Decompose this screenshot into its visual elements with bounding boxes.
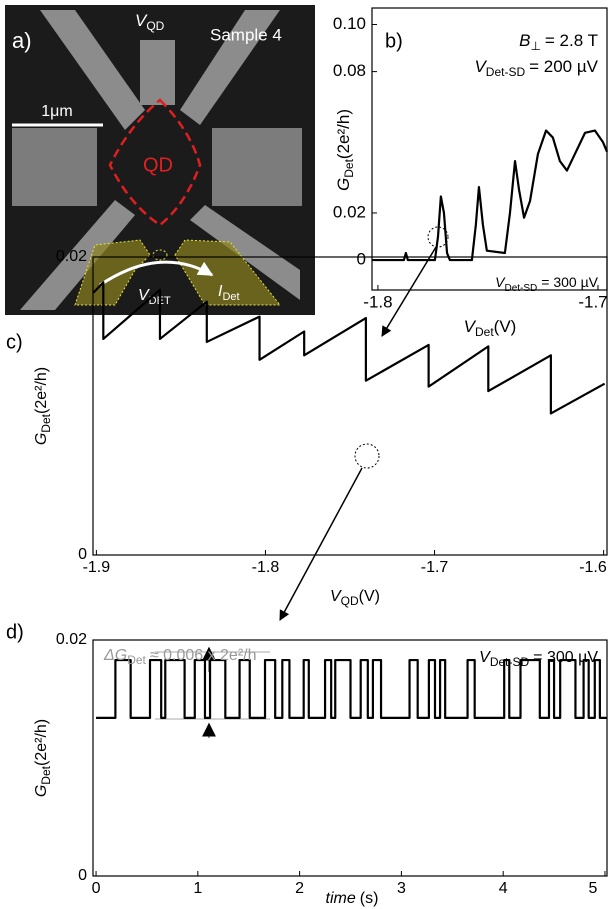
x-tick-label: -1.8: [252, 559, 280, 576]
x-tick-label: -1.7: [578, 292, 607, 311]
y-tick-label: 0: [78, 867, 87, 884]
subscript: Det: [222, 291, 239, 303]
subscript: Det: [39, 765, 53, 784]
data-line: [92, 281, 606, 415]
symbol: G: [334, 178, 353, 191]
gate: [180, 10, 280, 125]
symbol: B: [519, 31, 530, 50]
zoom-circle: [354, 443, 380, 469]
label: VDet(V): [464, 317, 517, 339]
label: GDet(2e²/h): [334, 109, 356, 191]
unit: (2e²/h): [334, 109, 353, 159]
symbol: V: [479, 649, 491, 666]
gate: [212, 128, 302, 206]
x-tick-label: 4: [499, 880, 508, 897]
unit: (V): [494, 317, 517, 336]
label: ΔGDet ≈ 0.006 x 2e²/h: [103, 647, 257, 667]
data-line: [96, 658, 607, 719]
unit: (2e²/h): [33, 719, 50, 766]
zoom-arrow: [279, 467, 363, 621]
unit: (V): [359, 588, 380, 605]
y-tick-label: 0: [78, 546, 87, 563]
panel-label: a): [12, 28, 32, 53]
panel-label: c): [6, 331, 23, 353]
label: VDet-SD = 300 µV: [495, 274, 599, 294]
x-tick-label: -1.8: [363, 292, 392, 311]
plot-frame: [92, 256, 608, 556]
y-tick-label: 0.02: [56, 248, 87, 265]
y-tick-label: 0.02: [56, 631, 87, 648]
subscript: Det-SD: [490, 655, 530, 669]
unit: = 300 µV: [541, 274, 598, 290]
data-line: [372, 129, 609, 262]
symbol: ΔG: [103, 647, 127, 664]
sample-label: Sample 4: [210, 25, 282, 44]
x-tick-label: 5: [589, 880, 598, 897]
unit: ≈ 0.006 x 2e²/h: [150, 647, 257, 664]
symbol: G: [33, 785, 50, 797]
y-tick-label: 0.10: [333, 14, 366, 33]
panel-label: b): [385, 30, 403, 52]
scale-label: 1μm: [41, 103, 72, 120]
label: time (s): [326, 890, 379, 907]
unit: (2e²/h): [33, 367, 50, 414]
detector-dot: [152, 249, 168, 261]
gate: [20, 200, 135, 310]
x-tick-label: 2: [295, 880, 304, 897]
label: VQD(V): [330, 588, 380, 608]
label: GDet(2e²/h): [33, 367, 53, 445]
unit: = 200 µV: [529, 57, 599, 76]
gate: [12, 128, 97, 206]
label: VDet-SD = 300 µV: [479, 649, 598, 669]
subscript: QD: [146, 19, 164, 33]
symbol: I: [218, 283, 223, 300]
y-tick-label: 0.08: [333, 61, 366, 80]
x-tick-label: -1.9: [83, 559, 111, 576]
x-tick-label: 0: [92, 880, 101, 897]
unit: = 2.8 T: [545, 31, 598, 50]
subscript: Det: [39, 413, 53, 432]
current-arrow: [99, 260, 214, 287]
gate: [40, 10, 145, 130]
gate: [190, 205, 300, 300]
x-tick-label: 1: [193, 880, 202, 897]
symbol: V: [495, 274, 506, 290]
symbol: V: [474, 57, 487, 76]
qd-outline: [108, 98, 202, 227]
current-label: IDet: [218, 283, 240, 303]
subscript: ⊥: [530, 39, 540, 53]
detector-lead: [174, 239, 282, 306]
unit: (s): [360, 890, 379, 907]
plot-frame: [92, 639, 608, 877]
label: GDet(2e²/h): [33, 719, 53, 797]
panel-label: d): [6, 621, 24, 643]
symbol: V: [464, 317, 477, 336]
zoom-circle: [427, 226, 449, 248]
subscript: QD: [341, 594, 359, 608]
unit: = 300 µV: [533, 649, 598, 666]
symbol: V: [330, 588, 342, 605]
symbol: V: [135, 11, 148, 30]
y-tick-label: 0.02: [333, 202, 366, 221]
gate: [140, 40, 175, 105]
symbol: G: [33, 433, 50, 445]
subscript: Det: [342, 158, 356, 177]
x-tick-label: -1.7: [421, 559, 449, 576]
x-tick-label: -1.6: [579, 559, 607, 576]
sem-image: a) VQD Sample 4 1μm QD VDET IDet: [5, 5, 315, 315]
y-tick-label: 0: [357, 250, 366, 269]
gate-label: VQD: [135, 11, 165, 33]
label: B⊥ = 2.8 T: [519, 31, 598, 53]
detector-lead: [74, 239, 151, 306]
x-tick-label: 3: [397, 880, 406, 897]
zoom-arrow: [381, 246, 437, 337]
subscript: Det-SD: [486, 65, 526, 79]
subscript: Det: [475, 325, 494, 339]
subscript: Det: [127, 653, 146, 667]
dot-label: QD: [143, 154, 173, 176]
label: VDet-SD = 200 µV: [474, 57, 598, 79]
subscript: Det-SD: [504, 283, 537, 294]
symbol: time: [326, 890, 356, 907]
